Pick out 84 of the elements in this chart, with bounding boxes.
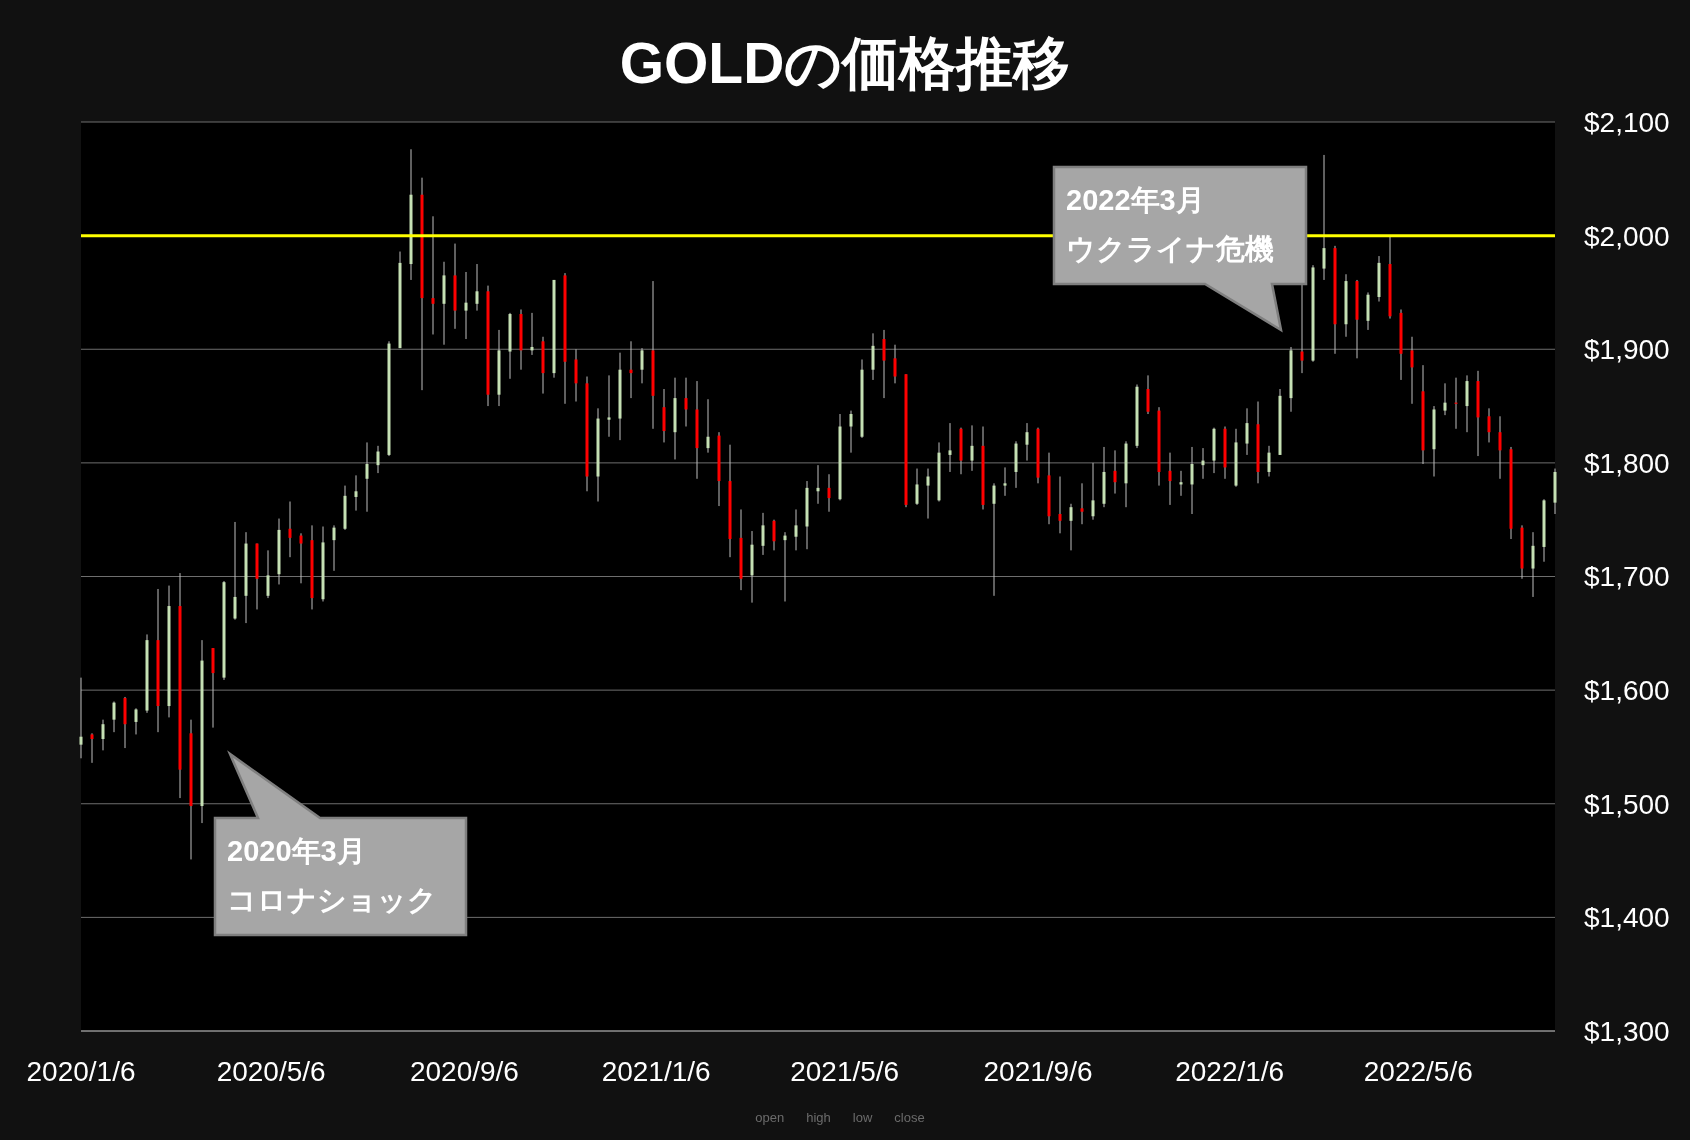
text: low	[852, 1110, 873, 1125]
text: open	[755, 1110, 785, 1125]
candlestick	[112, 700, 116, 733]
candlestick	[1487, 407, 1491, 443]
candlestick	[1091, 462, 1095, 521]
annotation: コロナショック	[227, 884, 437, 917]
y-tick-label: $1,400	[1584, 902, 1670, 934]
candlestick	[90, 732, 94, 764]
candlestick	[882, 329, 886, 399]
candlestick	[915, 468, 919, 506]
text: high	[806, 1110, 831, 1125]
candlestick	[1245, 407, 1249, 456]
candlestick	[1003, 466, 1007, 497]
candlestick	[662, 388, 666, 443]
candlestick	[926, 468, 930, 520]
candlestick	[1113, 449, 1117, 495]
y-tick-label: $1,900	[1584, 334, 1670, 366]
y-tick-label: $2,100	[1584, 106, 1670, 138]
y-tick-label: $1,800	[1584, 447, 1670, 479]
candlestick	[299, 532, 303, 584]
candlestick	[365, 441, 369, 513]
candlestick	[629, 340, 633, 399]
candlestick	[1069, 503, 1073, 551]
x-tick-label: 2021/9/6	[983, 1055, 1093, 1087]
candlestick	[684, 377, 688, 428]
candlestick	[354, 474, 358, 512]
candlestick	[134, 707, 138, 735]
annotation: ウクライナ危機	[1066, 233, 1274, 266]
candlestick	[1190, 446, 1194, 515]
x-tick-label: 2020/9/6	[409, 1055, 519, 1087]
y-tick-label: $1,300	[1584, 1015, 1670, 1047]
candlestick	[574, 348, 578, 403]
candlestick	[607, 374, 611, 438]
x-tick-label: 2021/1/6	[601, 1055, 711, 1087]
candlestick	[431, 215, 435, 335]
candlestick	[332, 524, 336, 572]
candlestick	[849, 410, 853, 454]
y-tick-label: $1,500	[1584, 788, 1670, 820]
annotation: 2022年3月	[1066, 184, 1205, 217]
candlestick	[816, 464, 820, 505]
chart-title: GOLDの価格推移	[618, 31, 1072, 95]
x-tick-label: 2020/5/6	[216, 1055, 326, 1087]
y-tick-label: $2,000	[1584, 220, 1670, 252]
candlestick	[530, 312, 534, 356]
candlestick	[794, 508, 798, 551]
candlestick	[79, 677, 83, 759]
candlestick	[1410, 336, 1414, 405]
candlestick	[1300, 283, 1304, 374]
candlestick	[761, 512, 765, 556]
candlestick	[1267, 445, 1271, 478]
candlestick	[640, 347, 644, 384]
candlestick	[871, 332, 875, 381]
x-tick-label: 2022/1/6	[1175, 1055, 1285, 1087]
candlestick	[1168, 452, 1172, 506]
candlestick	[376, 445, 380, 474]
y-tick-label: $1,700	[1584, 561, 1670, 593]
candlestick	[970, 424, 974, 472]
candlestick	[1531, 531, 1535, 598]
candlestick	[772, 519, 776, 551]
x-tick-label: 2021/5/6	[790, 1055, 900, 1087]
candlestick	[992, 482, 996, 597]
x-tick-label: 2022/5/6	[1363, 1055, 1473, 1087]
text: close	[894, 1110, 925, 1125]
candlestick	[266, 549, 270, 599]
candlestick	[101, 719, 105, 751]
annotation: 2020年3月	[227, 835, 366, 868]
x-tick-label: 2020/1/6	[26, 1055, 136, 1087]
candlestick	[1080, 482, 1084, 525]
candlestick	[827, 473, 831, 513]
candlestick	[1025, 422, 1029, 462]
candlestick	[1058, 476, 1062, 534]
candlestick	[1322, 154, 1326, 281]
candlestick	[1443, 382, 1447, 416]
y-tick-label: $1,600	[1584, 675, 1670, 707]
candlestick	[233, 521, 237, 621]
candlestick	[288, 501, 292, 558]
candlestick	[475, 263, 479, 312]
candlestick	[706, 398, 710, 454]
candlestick	[1454, 377, 1458, 430]
candlestick	[464, 271, 468, 340]
candlestick	[948, 422, 952, 473]
candlestick	[893, 344, 897, 384]
candlestick	[1498, 415, 1502, 480]
candlestick	[1146, 374, 1150, 415]
